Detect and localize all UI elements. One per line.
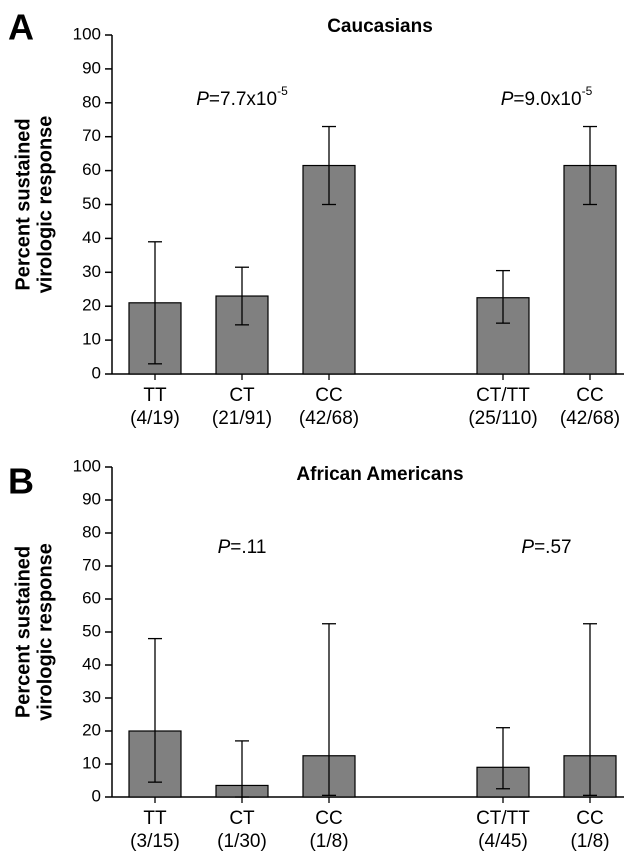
panel-letter: B [8, 461, 34, 502]
x-tick-label: TT [143, 808, 167, 829]
y-tick-label: 80 [82, 522, 101, 541]
chart-title: African Americans [296, 464, 463, 485]
y-tick-label: 90 [82, 489, 101, 508]
y-tick-label: 30 [82, 262, 101, 281]
p-exponent: -5 [582, 84, 593, 98]
p-value: =7.7x10 [209, 89, 277, 110]
y-tick-label: 40 [82, 654, 101, 673]
x-tick-sublabel: (4/45) [478, 831, 528, 852]
p-value: =.11 [230, 537, 266, 558]
x-tick-sublabel: (42/68) [560, 408, 620, 429]
y-tick-label: 20 [82, 296, 101, 315]
y-tick-label: 60 [82, 588, 101, 607]
x-tick-sublabel: (25/110) [468, 408, 537, 429]
y-tick-label: 60 [82, 160, 101, 179]
p-value: =9.0x10 [513, 89, 581, 110]
p-value: =.57 [534, 537, 572, 558]
x-tick-sublabel: (3/15) [130, 831, 180, 852]
p-value-annotation: P=.11 [218, 537, 267, 558]
p-symbol: P [218, 537, 231, 558]
p-value-annotation: P=.57 [521, 537, 571, 558]
x-tick-label: CC [315, 808, 342, 829]
y-tick-label: 80 [82, 92, 101, 111]
x-tick-sublabel: (42/68) [299, 408, 359, 429]
y-axis-label: virologic response [34, 116, 56, 294]
y-tick-label: 10 [82, 753, 101, 772]
x-tick-label: TT [143, 385, 167, 406]
y-tick-label: 0 [92, 363, 101, 382]
y-tick-label: 50 [82, 194, 101, 213]
x-tick-label: CT/TT [476, 808, 530, 829]
y-axis-label: Percent sustained [12, 546, 34, 718]
panel-letter: A [8, 7, 34, 48]
y-axis-label: Percent sustained [12, 118, 34, 290]
p-symbol: P [196, 89, 209, 110]
x-tick-label: CC [576, 808, 603, 829]
y-tick-label: 90 [82, 58, 101, 77]
chart-title: Caucasians [327, 16, 433, 37]
y-tick-label: 70 [82, 555, 101, 574]
y-tick-label: 100 [73, 456, 101, 475]
p-symbol: P [501, 89, 514, 110]
x-tick-sublabel: (1/8) [570, 831, 609, 852]
y-tick-label: 100 [73, 24, 101, 43]
x-tick-label: CT [229, 808, 255, 829]
y-tick-label: 30 [82, 687, 101, 706]
x-tick-label: CT/TT [476, 385, 530, 406]
p-value-annotation: P=9.0x10-5 [501, 84, 593, 110]
y-tick-label: 40 [82, 228, 101, 247]
p-value-annotation: P=7.7x10-5 [196, 84, 288, 110]
y-tick-label: 20 [82, 720, 101, 739]
p-exponent: -5 [277, 84, 288, 98]
x-tick-label: CC [315, 385, 342, 406]
y-tick-label: 70 [82, 126, 101, 145]
x-tick-sublabel: (1/8) [309, 831, 348, 852]
x-tick-sublabel: (21/91) [212, 408, 272, 429]
y-tick-label: 0 [92, 786, 101, 805]
y-axis-label: virologic response [34, 543, 56, 721]
x-tick-label: CC [576, 385, 603, 406]
x-tick-sublabel: (1/30) [217, 831, 267, 852]
y-tick-label: 50 [82, 621, 101, 640]
y-tick-label: 10 [82, 330, 101, 349]
x-tick-sublabel: (4/19) [130, 408, 180, 429]
x-tick-label: CT [229, 385, 255, 406]
p-symbol: P [521, 537, 534, 558]
